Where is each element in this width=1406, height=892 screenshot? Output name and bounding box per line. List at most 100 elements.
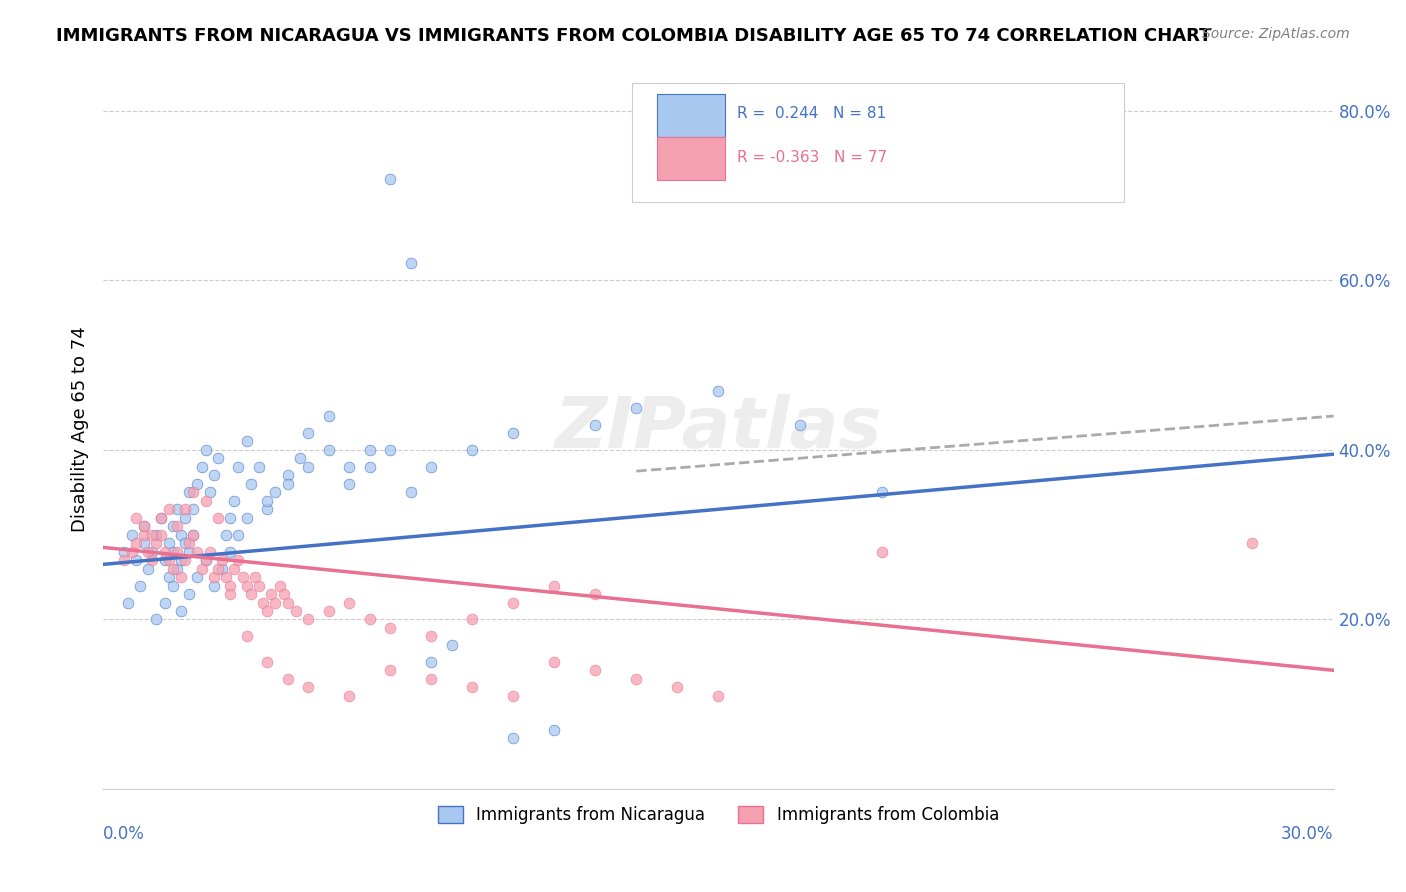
Point [134, 519, 156, 533]
Point [277, 468, 299, 483]
Point [380, 621, 402, 635]
Point [260, 587, 283, 601]
Point [117, 595, 139, 609]
Point [583, 663, 606, 677]
Point [626, 672, 648, 686]
Point [207, 510, 229, 524]
Point [264, 485, 287, 500]
Point [264, 595, 287, 609]
Point [297, 680, 319, 694]
Point [235, 510, 257, 524]
Point [166, 519, 188, 533]
Text: R =  0.244   N = 81: R = 0.244 N = 81 [737, 106, 886, 121]
Point [194, 553, 217, 567]
Point [157, 502, 180, 516]
Point [228, 553, 250, 567]
Point [174, 536, 197, 550]
Point [134, 519, 156, 533]
Point [247, 459, 270, 474]
Point [183, 527, 205, 541]
Point [166, 544, 188, 558]
Point [243, 570, 266, 584]
Point [707, 384, 730, 398]
Text: 0.0%: 0.0% [103, 825, 145, 843]
Point [318, 604, 340, 618]
Point [543, 655, 565, 669]
Point [239, 587, 262, 601]
Point [194, 493, 217, 508]
Legend: Immigrants from Nicaragua, Immigrants from Colombia: Immigrants from Nicaragua, Immigrants fr… [432, 799, 1005, 831]
Text: ZIPatlas: ZIPatlas [555, 394, 882, 463]
Point [186, 544, 208, 558]
Point [211, 553, 233, 567]
Y-axis label: Disability Age 65 to 74: Disability Age 65 to 74 [72, 326, 89, 532]
Point [170, 527, 193, 541]
Point [359, 459, 381, 474]
Point [136, 544, 159, 558]
Point [256, 493, 278, 508]
Point [174, 510, 197, 524]
Point [157, 536, 180, 550]
Point [872, 544, 894, 558]
Point [134, 527, 156, 541]
Point [149, 510, 172, 524]
Point [461, 442, 484, 457]
Point [284, 604, 307, 618]
Point [219, 544, 242, 558]
Point [707, 689, 730, 703]
FancyBboxPatch shape [657, 137, 724, 180]
Point [235, 629, 257, 643]
Point [183, 485, 205, 500]
Point [228, 459, 250, 474]
Point [183, 502, 205, 516]
Point [277, 476, 299, 491]
Point [202, 570, 225, 584]
Point [157, 553, 180, 567]
Point [224, 561, 246, 575]
Point [1240, 536, 1263, 550]
Point [502, 731, 524, 745]
Point [129, 578, 152, 592]
Text: Source: ZipAtlas.com: Source: ZipAtlas.com [1202, 27, 1350, 41]
Point [239, 476, 262, 491]
Point [583, 417, 606, 432]
Point [145, 536, 167, 550]
Point [141, 553, 163, 567]
Point [121, 527, 143, 541]
Point [121, 544, 143, 558]
Point [235, 434, 257, 449]
Point [440, 638, 463, 652]
Point [153, 553, 176, 567]
Point [252, 595, 274, 609]
Point [149, 527, 172, 541]
Point [256, 604, 278, 618]
Point [461, 612, 484, 626]
Point [247, 578, 270, 592]
Point [273, 587, 295, 601]
Point [789, 417, 811, 432]
Point [420, 672, 443, 686]
Point [207, 451, 229, 466]
Point [179, 587, 201, 601]
Point [219, 510, 242, 524]
Point [166, 502, 188, 516]
Point [198, 485, 221, 500]
Point [153, 595, 176, 609]
Point [145, 527, 167, 541]
Point [202, 578, 225, 592]
Point [666, 680, 689, 694]
Point [872, 485, 894, 500]
Text: IMMIGRANTS FROM NICARAGUA VS IMMIGRANTS FROM COLOMBIA DISABILITY AGE 65 TO 74 CO: IMMIGRANTS FROM NICARAGUA VS IMMIGRANTS … [56, 27, 1212, 45]
Point [337, 689, 360, 703]
Point [583, 587, 606, 601]
Point [269, 578, 291, 592]
FancyBboxPatch shape [633, 83, 1125, 202]
Point [359, 442, 381, 457]
Point [134, 536, 156, 550]
Point [337, 595, 360, 609]
Point [420, 629, 443, 643]
Point [297, 612, 319, 626]
Point [162, 544, 184, 558]
Point [337, 476, 360, 491]
Point [190, 459, 212, 474]
